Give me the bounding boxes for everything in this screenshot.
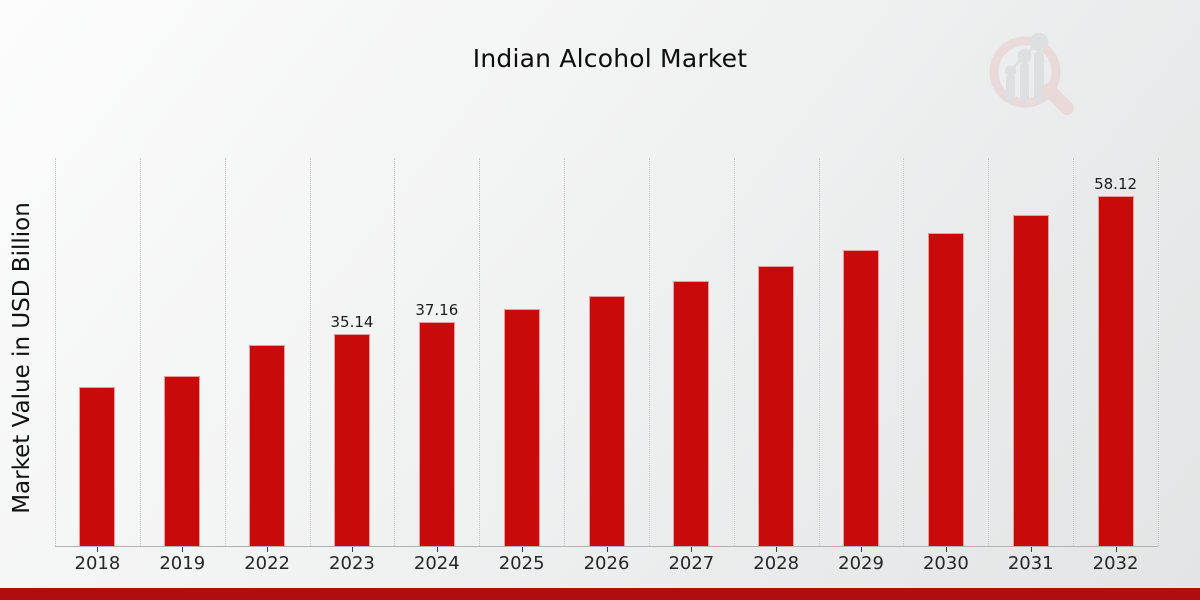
gridline [564, 158, 566, 546]
gridline [479, 158, 481, 546]
gridline [224, 158, 226, 546]
bar-2027 [673, 281, 710, 546]
y-axis-label: Market Value in USD Billion [9, 202, 35, 514]
x-tick [351, 547, 353, 552]
bar-2018 [79, 387, 116, 546]
bar-value-label: 58.12 [1094, 175, 1138, 193]
gridline [988, 158, 990, 546]
x-tick [861, 547, 863, 552]
bar-2032 [1097, 196, 1134, 546]
x-tick-label: 2026 [583, 553, 630, 574]
bar-2026 [588, 296, 625, 546]
bar-2024 [418, 322, 455, 546]
x-tick-label: 2028 [753, 553, 800, 574]
magnifier-growth-chart-logo-icon [989, 32, 1074, 115]
x-tick-label: 2018 [74, 553, 121, 574]
gridline [903, 158, 905, 546]
x-tick-label: 2032 [1092, 553, 1139, 574]
bar-2023 [333, 334, 370, 546]
x-tick [182, 547, 184, 552]
bar-2025 [503, 309, 540, 546]
x-tick [691, 547, 693, 552]
bar-2030 [927, 233, 964, 546]
x-tick-label: 2031 [1007, 553, 1054, 574]
bar-2028 [758, 266, 795, 546]
gridline [1073, 158, 1075, 546]
x-tick-label: 2022 [244, 553, 291, 574]
gridline [733, 158, 735, 546]
x-axis-line [55, 546, 1158, 547]
bar-value-label: 37.16 [415, 301, 459, 319]
bar-2022 [249, 345, 286, 546]
x-tick-label: 2024 [413, 553, 460, 574]
plot-area: 35.14 37.16 58.12 [55, 158, 1159, 552]
gridline [394, 158, 396, 546]
chart-title: Indian Alcohol Market [472, 44, 748, 73]
bottom-accent-strip [0, 588, 1200, 600]
bar-value-label: 35.14 [330, 313, 374, 331]
x-tick [606, 547, 608, 552]
x-tick [97, 547, 99, 552]
x-tick-label: 2027 [668, 553, 715, 574]
x-tick-label: 2023 [329, 553, 375, 574]
x-tick-label: 2019 [159, 553, 206, 574]
x-tick [776, 547, 778, 552]
x-tick-label: 2030 [922, 553, 969, 574]
gridline [818, 158, 820, 546]
gridline [648, 158, 650, 546]
bar-2031 [1012, 215, 1049, 546]
x-tick [1115, 547, 1117, 552]
x-tick [521, 547, 523, 552]
bar-2029 [843, 250, 880, 546]
gridline [55, 158, 56, 546]
x-tick [436, 547, 438, 552]
x-tick [945, 547, 947, 552]
x-tick [1030, 547, 1032, 552]
gridline [1158, 158, 1159, 546]
x-tick [267, 547, 269, 552]
gridline [139, 158, 141, 546]
bar-2019 [164, 376, 201, 546]
x-tick-label: 2029 [838, 553, 884, 574]
x-tick-label: 2025 [498, 553, 545, 574]
gridline [309, 158, 311, 546]
